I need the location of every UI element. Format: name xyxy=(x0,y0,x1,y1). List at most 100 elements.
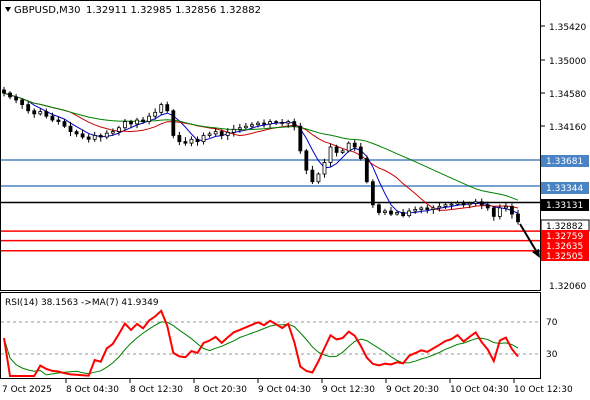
candle-body xyxy=(407,210,412,217)
level-lines xyxy=(1,159,540,252)
price-tick: 1.35420 xyxy=(549,23,586,33)
candle-body xyxy=(153,111,158,117)
candle-body xyxy=(104,132,109,138)
candle-body xyxy=(219,131,224,136)
candle-body xyxy=(479,201,484,206)
rsi-panel-frame xyxy=(0,292,541,379)
candle-body xyxy=(516,213,520,223)
candle-body xyxy=(32,110,37,115)
price-tick: 1.35000 xyxy=(549,57,586,67)
chart-symbol: GBPUSD,M30 xyxy=(14,5,81,16)
candle-body xyxy=(431,207,436,210)
main-chart-frame xyxy=(0,0,541,291)
candle-body xyxy=(98,135,103,138)
rsi-line xyxy=(3,309,519,377)
candle-body xyxy=(62,121,67,127)
candle-body xyxy=(147,115,152,122)
candle-body xyxy=(44,111,49,117)
candle-body xyxy=(123,121,127,129)
level-label-1: 1.33681 xyxy=(546,157,583,167)
candle-body xyxy=(322,162,327,175)
candle-body xyxy=(292,121,297,127)
candle-body xyxy=(377,204,381,213)
candle-body xyxy=(20,99,25,106)
candle-body xyxy=(135,119,139,125)
candle-body xyxy=(56,119,61,122)
candle-body xyxy=(310,169,315,183)
forecast-arrow xyxy=(519,223,540,258)
candle-body xyxy=(86,136,91,140)
candle-body xyxy=(358,146,363,159)
candle-body xyxy=(80,133,85,138)
candle-body xyxy=(92,135,97,140)
candle-body xyxy=(467,202,472,206)
time-label: 8 Oct 20:30 xyxy=(194,385,247,395)
candle-body xyxy=(250,124,254,127)
candle-body xyxy=(346,142,351,152)
time-axis: 7 Oct 2025 8 Oct 04:30 8 Oct 12:30 8 Oct… xyxy=(2,379,573,395)
candle-body xyxy=(171,110,176,136)
candle-body xyxy=(207,133,212,136)
candle-body xyxy=(274,121,279,123)
candle-body xyxy=(425,207,430,210)
candle-body xyxy=(262,122,266,125)
candle-body xyxy=(370,181,375,206)
candle-body xyxy=(14,96,18,101)
candle-body xyxy=(316,173,321,183)
level-label-7: 1.32505 xyxy=(546,252,583,262)
candle-body xyxy=(491,207,496,217)
rsi-label: RSI(14) 38.1563 ->MA(7) 41.9349 xyxy=(5,298,159,308)
price-tick: 1.32060 xyxy=(549,282,586,292)
candle-body xyxy=(286,121,291,124)
time-label: 9 Oct 20:30 xyxy=(386,385,439,395)
candle-body xyxy=(485,204,490,209)
candle-body xyxy=(268,121,272,125)
ma-slow-line xyxy=(3,92,519,201)
candle-body xyxy=(280,121,285,124)
time-label: 8 Oct 04:30 xyxy=(66,385,119,395)
candle-body xyxy=(334,146,339,153)
candle-body xyxy=(26,104,31,112)
current-price-label: 1.32882 xyxy=(546,222,583,232)
candle-body xyxy=(328,146,333,163)
candle-body xyxy=(201,135,206,143)
candle-body xyxy=(461,202,466,206)
candle-body xyxy=(395,212,399,215)
candle-body xyxy=(510,205,514,215)
candle-body xyxy=(413,209,418,212)
candle-body xyxy=(304,150,309,171)
candle-body xyxy=(389,210,393,215)
candle-body xyxy=(497,207,502,217)
candle-body xyxy=(340,150,345,153)
candle-body xyxy=(473,201,478,204)
time-label: 8 Oct 12:30 xyxy=(130,385,183,395)
time-label: 7 Oct 2025 xyxy=(2,385,52,395)
candle-body xyxy=(189,138,194,144)
level-label-3: 1.33131 xyxy=(546,201,583,211)
candle-body xyxy=(129,121,133,125)
candle-body xyxy=(141,119,145,122)
time-label: 9 Oct 12:30 xyxy=(322,385,375,395)
candle-body xyxy=(256,122,260,126)
candle-body xyxy=(110,131,115,134)
time-label: 10 Oct 12:30 xyxy=(514,385,573,395)
time-label: 10 Oct 04:30 xyxy=(450,385,509,395)
level-label-2: 1.33344 xyxy=(546,184,583,194)
candles xyxy=(2,86,520,225)
candle-body xyxy=(383,210,387,213)
candle-body xyxy=(364,158,369,183)
candle-body xyxy=(38,111,43,115)
price-tick: 1.34580 xyxy=(549,90,586,100)
candle-body xyxy=(419,207,424,210)
candle-body xyxy=(352,142,357,148)
candle-body xyxy=(298,125,303,152)
candle-body xyxy=(231,128,236,133)
rsi-level-30: 30 xyxy=(546,350,558,360)
candle-body xyxy=(437,205,442,209)
rsi-level-70: 70 xyxy=(546,318,558,328)
candle-body xyxy=(455,202,460,205)
candle-body xyxy=(74,131,79,135)
candle-body xyxy=(165,104,170,112)
level-label-5: 1.32759 xyxy=(546,232,583,242)
